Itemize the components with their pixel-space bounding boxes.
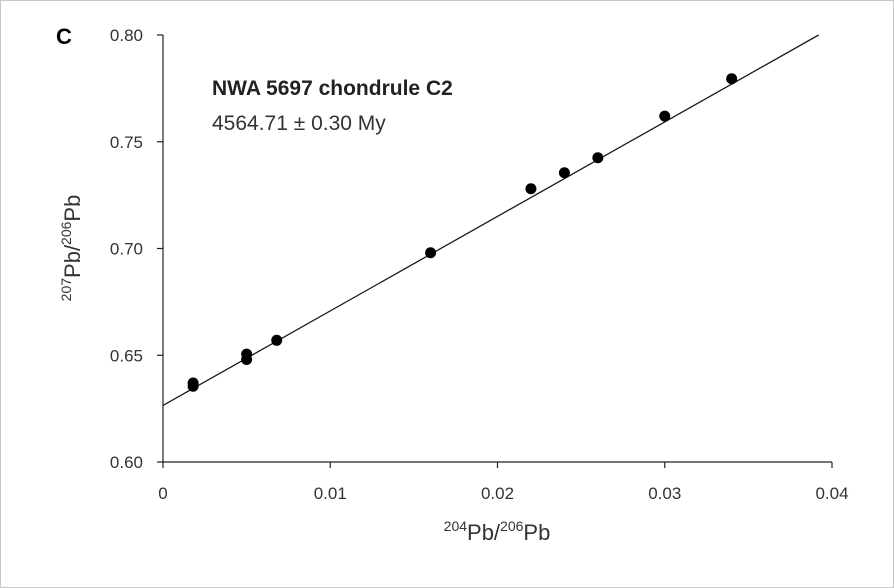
- x-tick-label: 0.02: [481, 484, 514, 503]
- regression-line: [162, 34, 819, 406]
- panel-label: C: [56, 24, 72, 49]
- regression-line-group: [162, 34, 819, 406]
- data-point: [241, 354, 253, 366]
- y-axis-title: 207Pb/206Pb: [58, 195, 85, 302]
- x-axis-title-sup1: 204: [444, 518, 468, 534]
- y-tick-label: 0.80: [110, 26, 143, 45]
- data-point: [187, 380, 199, 392]
- x-ticks: 0 0.01 0.02 0.03 0.04: [158, 462, 849, 503]
- annotation-title: NWA 5697 chondrule C2: [212, 77, 453, 100]
- x-tick-label: 0: [158, 484, 167, 503]
- data-point: [271, 334, 283, 346]
- y-tick-label: 0.65: [110, 346, 143, 365]
- x-tick-label: 0.04: [815, 484, 848, 503]
- data-point: [425, 247, 437, 259]
- y-tick-label: 0.60: [110, 453, 143, 472]
- data-points: [187, 73, 738, 392]
- data-point: [659, 110, 671, 122]
- y-tick-label: 0.70: [110, 240, 143, 259]
- data-point: [592, 152, 604, 164]
- x-axis-title-base2: Pb: [523, 520, 550, 545]
- y-axis-title-sup2: 206: [58, 221, 74, 245]
- x-axis-title: 204Pb/206Pb: [444, 518, 551, 545]
- data-point: [726, 73, 738, 85]
- x-axis-title-sup2: 206: [500, 518, 524, 534]
- annotation-age: 4564.71 ± 0.30 My: [212, 112, 386, 135]
- x-tick-label: 0.01: [314, 484, 347, 503]
- x-tick-label: 0.03: [648, 484, 681, 503]
- x-axis-title-base1: Pb/: [467, 520, 501, 545]
- y-axis-title-base1: Pb/: [60, 244, 85, 278]
- y-ticks: 0.60 0.65 0.70 0.75 0.80: [110, 26, 163, 472]
- y-axis-title-base2: Pb: [60, 195, 85, 222]
- y-axis-title-sup1: 207: [58, 278, 74, 302]
- y-tick-label: 0.75: [110, 133, 143, 152]
- data-point: [558, 167, 570, 179]
- data-point: [525, 183, 537, 195]
